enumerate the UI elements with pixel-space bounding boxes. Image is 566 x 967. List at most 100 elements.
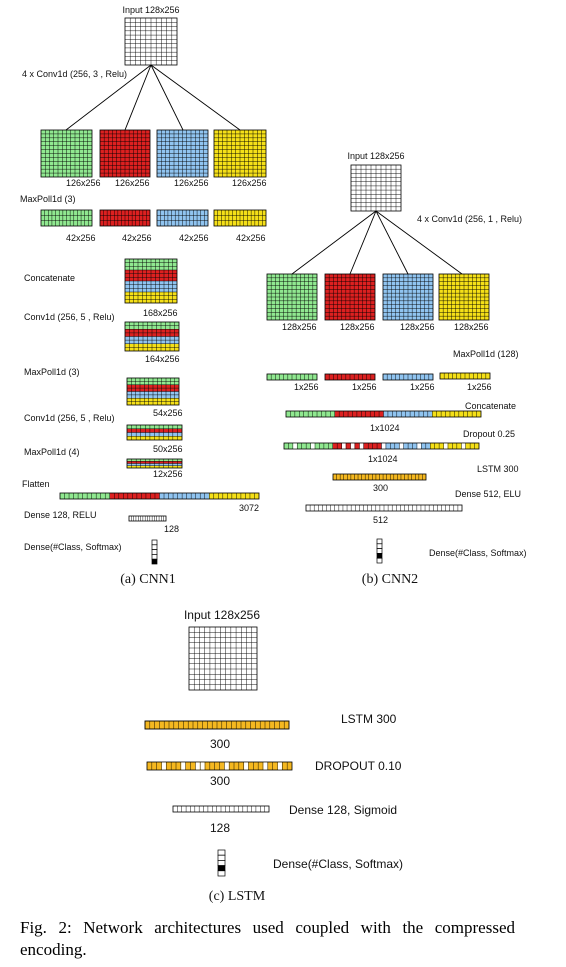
cnn2-conv-dim-2: 128x256 — [340, 322, 375, 332]
lstm-dropout-bar-dropped-unit — [263, 762, 267, 769]
lstm-output-column-unit — [218, 850, 225, 855]
lstm-dropout-dim: 300 — [210, 774, 230, 788]
cnn1-flatten-dim: 3072 — [239, 503, 259, 513]
lstm-dropout-bar-dropped-unit — [244, 762, 248, 769]
cnn2-output-column-unit — [377, 549, 382, 554]
cnn1-dense-label: Dense 128, RELU — [24, 510, 97, 520]
lstm-dense-bar-gridlines — [177, 806, 264, 812]
cnn1-maxpool3-label: MaxPoll1d (4) — [24, 447, 80, 457]
cnn1-fanout-line — [151, 65, 183, 130]
lstm-dropout-label: DROPOUT 0.10 — [315, 759, 402, 773]
cnn2-caption: (b) CNN2 — [362, 572, 418, 587]
cnn1-maxpool3-dim: 12x256 — [153, 469, 183, 479]
cnn2-dropout-bar-dropped-unit — [417, 443, 421, 448]
cnn1-conv-dim-3: 126x256 — [174, 178, 209, 188]
lstm-dropout-bar-dropped-unit — [162, 762, 166, 769]
lstm-lstm-dim: 300 — [210, 737, 230, 751]
cnn2-lstm-label: LSTM 300 — [477, 464, 519, 474]
cnn2-concat-bar-segment — [286, 411, 335, 417]
cnn2-input-label: Input 128x256 — [347, 151, 404, 161]
lstm-output-column-unit — [218, 860, 225, 865]
cnn1-conv-dim-2: 126x256 — [115, 178, 150, 188]
cnn2-output-column-unit — [377, 544, 382, 549]
cnn1-conv-dim-4: 126x256 — [232, 178, 267, 188]
cnn2-maxpool-dim-3: 1x256 — [410, 382, 435, 392]
cnn2-maxpool-dim-4: 1x256 — [467, 382, 492, 392]
cnn2-dropout-bar-segment — [284, 443, 333, 449]
cnn2-maxpool-dim-1: 1x256 — [294, 382, 319, 392]
lstm-dropout-bar-dropped-unit — [225, 762, 229, 769]
cnn2-concat-label: Concatenate — [465, 401, 516, 411]
cnn2-output-column-unit — [377, 558, 382, 563]
lstm-dense-label: Dense 128, Sigmoid — [289, 803, 397, 817]
cnn1-flatten-bar-segment — [60, 493, 110, 499]
cnn2-dense-dim: 512 — [373, 515, 388, 525]
cnn1-maxpool-dim-4: 42x256 — [236, 233, 266, 243]
cnn2-dropout-bar-segment — [333, 443, 382, 449]
cnn1-conv2-label: Conv1d (256, 5 , Relu) — [24, 312, 115, 322]
lstm-dropout-bar-dropped-unit — [201, 762, 205, 769]
cnn2-conv-label: 4 x Conv1d (256, 1 , Relu) — [417, 214, 522, 224]
lstm-dropout-bar-dropped-unit — [278, 762, 282, 769]
cnn2-dropout-bar-dropped-unit — [293, 443, 297, 448]
cnn1-output-column-unit — [152, 559, 157, 564]
cnn2-dropout-bar-segment — [430, 443, 479, 449]
cnn2-concat-bar-segment — [335, 411, 384, 417]
cnn1-output-column-unit — [152, 550, 157, 555]
cnn1-flatten-bar-segment — [209, 493, 259, 499]
cnn1-output-label: Dense(#Class, Softmax) — [24, 542, 122, 552]
lstm-output-column-unit — [218, 866, 225, 871]
cnn2-conv-dim-4: 128x256 — [454, 322, 489, 332]
cnn2-concat-bar-segment — [432, 411, 481, 417]
cnn1-caption: (a) CNN1 — [120, 572, 176, 587]
cnn1-flatten-bar-segment — [160, 493, 210, 499]
cnn1-output-column-unit — [152, 554, 157, 559]
cnn2-maxpool-label: MaxPoll1d (128) — [453, 349, 519, 359]
cnn1-maxpool-dim-3: 42x256 — [179, 233, 209, 243]
cnn2-dropout-bar-dropped-unit — [360, 443, 364, 448]
cnn2-dropout-bar-dropped-unit — [382, 443, 386, 448]
cnn2-fanout-line — [376, 211, 408, 274]
lstm-caption: (c) LSTM — [209, 889, 266, 904]
cnn1-maxpool-dim-2: 42x256 — [122, 233, 152, 243]
cnn2-concat-dim: 1x1024 — [370, 423, 400, 433]
cnn1-input-label: Input 128x256 — [122, 5, 179, 15]
cnn2-conv-dim-1: 128x256 — [282, 322, 317, 332]
cnn1-flatten-label: Flatten — [22, 479, 50, 489]
lstm-dropout-bar-dropped-unit — [181, 762, 185, 769]
cnn2-dense-label: Dense 512, ELU — [455, 489, 521, 499]
cnn2-dropout-bar-dropped-unit — [351, 443, 355, 448]
lstm-dense-dim: 128 — [210, 821, 230, 835]
cnn2-maxpool-dim-2: 1x256 — [352, 382, 377, 392]
cnn1-conv-dim-1: 126x256 — [66, 178, 101, 188]
lstm-dropout-bar-dropped-unit — [196, 762, 200, 769]
cnn2-dropout-bar-dropped-unit — [444, 443, 448, 448]
cnn1-maxpool2-label: MaxPoll1d (3) — [24, 367, 80, 377]
cnn1-dense-dim: 128 — [164, 524, 179, 534]
cnn2-output-column-unit — [377, 539, 382, 544]
cnn1-conv2-dim: 164x256 — [145, 354, 180, 364]
diagram-shapes — [41, 18, 490, 876]
cnn1-conv3-dim: 50x256 — [153, 444, 183, 454]
cnn2-conv-dim-3: 128x256 — [400, 322, 435, 332]
cnn2-dropout-bar-dropped-unit — [342, 443, 346, 448]
cnn2-dropout-bar-dropped-unit — [400, 443, 404, 448]
cnn2-output-label: Dense(#Class, Softmax) — [429, 548, 527, 558]
cnn2-dropout-dim: 1x1024 — [368, 454, 398, 464]
lstm-output-column-unit — [218, 871, 225, 876]
cnn2-concat-bar-segment — [384, 411, 433, 417]
cnn1-maxpool-label: MaxPoll1d (3) — [20, 194, 76, 204]
cnn1-concat-label: Concatenate — [24, 273, 75, 283]
cnn1-maxpool-dim-1: 42x256 — [66, 233, 96, 243]
lstm-lstm-label: LSTM 300 — [341, 712, 397, 726]
cnn1-maxpool2-dim: 54x256 — [153, 408, 183, 418]
lstm-input-label: Input 128x256 — [184, 608, 260, 622]
cnn2-output-column-unit — [377, 553, 382, 558]
cnn1-concat-dim: 168x256 — [143, 308, 178, 318]
cnn2-dropout-bar-segment — [382, 443, 431, 449]
cnn1-conv-label: 4 x Conv1d (256, 3 , Relu) — [22, 69, 127, 79]
cnn2-dropout-bar-dropped-unit — [311, 443, 315, 448]
cnn1-conv3-label: Conv1d (256, 5 , Relu) — [24, 413, 115, 423]
cnn1-fanout-line — [151, 65, 240, 130]
